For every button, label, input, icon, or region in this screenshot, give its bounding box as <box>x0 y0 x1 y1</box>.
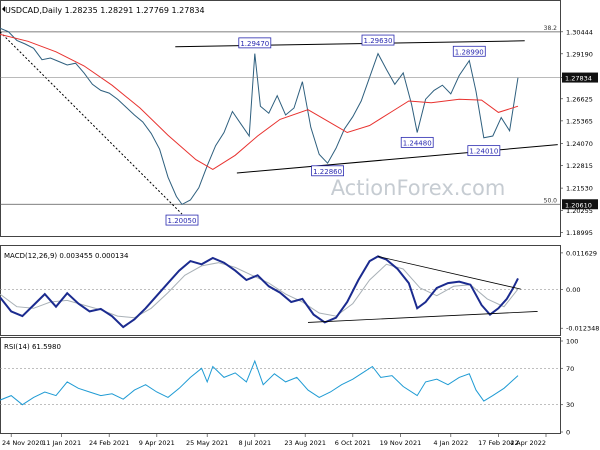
header-arrow-icon <box>2 6 5 12</box>
rsi-label: RSI(14) 61.5980 <box>4 343 61 351</box>
annotation-box-6 <box>165 214 199 226</box>
x-tick-label-4: 25 May 2021 <box>186 439 228 447</box>
macd-tick-label-0: 0.011629 <box>566 249 597 257</box>
x-tick-label-7: 6 Oct 2021 <box>335 439 371 447</box>
x-tick-label-11: 4 Apr 2022 <box>510 439 546 447</box>
macd-trendline-0 <box>377 256 521 290</box>
price-tick-label-9: 1.18995 <box>566 229 593 237</box>
price-tick-label-0: 1.30444 <box>566 28 593 36</box>
watermark: ActionForex.com <box>331 176 506 200</box>
price-tick-label-1: 1.29190 <box>566 50 593 58</box>
annotation-label-4: 1.24010 <box>469 148 498 156</box>
rsi-panel-frame <box>0 337 561 434</box>
macd-trendlines <box>307 256 538 323</box>
rsi-series <box>0 359 519 406</box>
fib-levels: 38.2 50.0 <box>0 25 560 205</box>
macd-main-series <box>0 255 519 329</box>
current-price-box <box>562 72 598 83</box>
sma-series <box>0 33 519 170</box>
macd-tick-label-1: 0.00 <box>566 286 580 294</box>
price-axis: 1.30444 1.29190 1.26625 1.25365 1.24070 1.228… <box>0 28 598 237</box>
fib-value-box <box>562 199 598 210</box>
annotation-label-1: 1.29630 <box>364 37 393 45</box>
price-panel-frame <box>0 0 561 237</box>
x-tick-label-3: 9 Apr 2021 <box>139 439 175 447</box>
price-annotations: 1.29470 1.29630 1.28990 1.24480 1.24010 1.228… <box>165 34 501 226</box>
annotation-box-4 <box>467 145 501 157</box>
price-tick-label-4: 1.25365 <box>566 117 593 125</box>
price-close-line <box>0 27 519 206</box>
x-tick-label-9: 4 Jan 2022 <box>433 439 468 447</box>
fib-label-1: 50.0 <box>544 197 558 204</box>
current-price-label: 1.27834 <box>565 75 592 83</box>
rsi-tick-label-2: 30 <box>566 401 574 409</box>
macd-panel-frame <box>0 245 561 336</box>
x-tick-label-1: 11 Jan 2021 <box>42 439 81 447</box>
fib-label-0: 38.2 <box>544 25 558 32</box>
rsi-line <box>0 359 519 406</box>
price-series <box>0 27 519 206</box>
price-trendlines <box>0 31 558 215</box>
x-tick-label-6: 23 Aug 2021 <box>284 439 326 447</box>
price-tick-label-3: 1.26625 <box>566 95 593 103</box>
x-tick-label-8: 19 Nov 2021 <box>380 439 422 447</box>
annotation-label-2: 1.28990 <box>455 48 484 56</box>
rsi-grid <box>0 367 560 406</box>
annotation-box-5 <box>311 165 345 177</box>
symbol-header: USDCAD,Daily 1.28235 1.28291 1.27769 1.2… <box>5 6 205 15</box>
price-trendline-1 <box>236 144 558 174</box>
price-trendline-2 <box>0 31 183 215</box>
annotation-box-3 <box>400 136 434 148</box>
fib-value-label: 1.20610 <box>565 201 592 209</box>
macd-tick-label-2: -0.012348 <box>566 325 599 333</box>
price-tick-label-7: 1.21530 <box>566 185 593 193</box>
price-tick-label-8: 1.20255 <box>566 207 593 215</box>
x-tick-label-2: 24 Feb 2021 <box>89 439 129 447</box>
annotation-box-2 <box>452 45 486 57</box>
annotation-label-3: 1.24480 <box>403 139 432 147</box>
x-tick-label-5: 8 Jul 2021 <box>238 439 271 447</box>
rsi-axis: 100 70 30 0 <box>560 338 578 437</box>
sma-line <box>0 33 519 170</box>
rsi-tick-label-0: 100 <box>566 338 578 346</box>
rsi-tick-label-3: 0 <box>566 429 570 437</box>
rsi-tick-label-1: 70 <box>566 365 574 373</box>
macd-main-line <box>0 255 519 329</box>
annotation-label-0: 1.29470 <box>240 40 269 48</box>
macd-trendline-1 <box>307 311 538 323</box>
x-tick-label-0: 24 Nov 2020 <box>2 439 44 447</box>
annotation-label-6: 1.20050 <box>168 217 197 225</box>
x-tick-label-10: 17 Feb 2022 <box>478 439 518 447</box>
annotation-label-5: 1.22860 <box>313 168 342 176</box>
annotation-box-1 <box>361 34 395 46</box>
price-tick-label-6: 1.22815 <box>566 162 593 170</box>
macd-label: MACD(12,26,9) 0.003455 0.000134 <box>4 252 129 260</box>
price-trendline-0 <box>175 40 525 48</box>
annotation-box-0 <box>238 37 272 49</box>
price-tick-label-5: 1.24070 <box>566 140 593 148</box>
macd-axis: 0.011629 0.00 -0.012348 <box>560 249 599 333</box>
